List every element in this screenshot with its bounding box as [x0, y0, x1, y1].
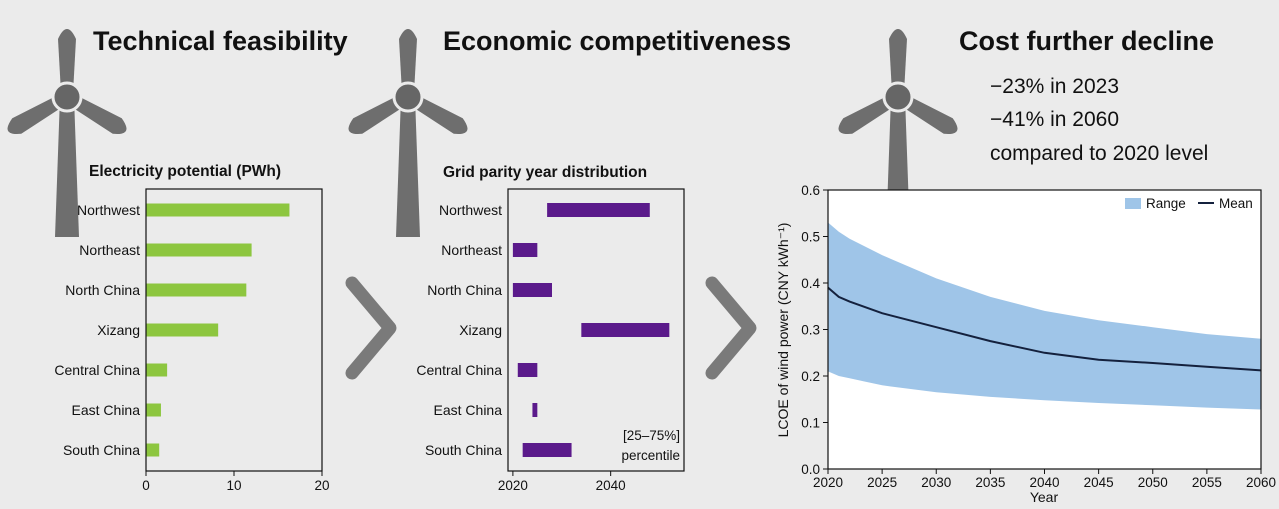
chart-title: Grid parity year distribution [443, 164, 647, 181]
y-tick-label: 0.0 [801, 462, 820, 477]
category-label: Northeast [441, 242, 502, 258]
category-label: Central China [54, 362, 140, 378]
category-label: Northwest [439, 202, 502, 218]
x-tick-label: 2040 [1029, 475, 1059, 490]
cost-heading: Cost further decline [959, 26, 1214, 56]
range-bar-south-china [522, 443, 572, 457]
range-bar-northwest [547, 203, 650, 217]
y-tick-label: 0.3 [801, 323, 820, 338]
bar-north-china [146, 283, 247, 297]
x-tick-label: 20 [314, 478, 329, 493]
x-tick-label: 2020 [813, 475, 843, 490]
plot-frame [507, 188, 685, 472]
category-label: Northwest [77, 202, 140, 218]
x-tick-label: 2020 [498, 478, 528, 493]
cost-note-baseline: compared to 2020 level [990, 142, 1208, 165]
range-bar-northeast [512, 243, 538, 257]
x-tick-label: 0 [142, 478, 150, 493]
category-label: Xizang [97, 322, 140, 338]
x-tick-label: 2060 [1246, 475, 1276, 490]
economic-heading: Economic competitiveness [443, 26, 791, 56]
category-label: East China [434, 402, 503, 418]
bar-east-china [146, 403, 161, 417]
plot-frame [145, 188, 323, 472]
x-tick-label: 2035 [975, 475, 1005, 490]
legend-swatch-range [1125, 198, 1141, 209]
category-label: Xizang [459, 322, 502, 338]
bar-central-china [146, 363, 168, 377]
range-bar-east-china [532, 403, 538, 417]
bar-northwest [146, 203, 290, 217]
plot-frame [827, 189, 1262, 470]
y-tick-label: 0.4 [801, 276, 820, 291]
category-label: East China [72, 402, 141, 418]
bar-south-china [146, 443, 160, 457]
x-tick-label: 2045 [1084, 475, 1114, 490]
range-bar-central-china [517, 363, 538, 377]
bar-xizang [146, 323, 219, 337]
x-tick-label: 2055 [1192, 475, 1222, 490]
legend-label-mean: Mean [1219, 196, 1253, 211]
chevron-right-icon [345, 276, 397, 380]
range-bar-north-china [512, 283, 552, 297]
technical-heading: Technical feasibility [93, 26, 348, 56]
percentile-note: percentile [621, 448, 680, 463]
grid-parity-chart: Grid parity year distribution Northwest N… [416, 164, 685, 493]
y-tick-label: 0.1 [801, 416, 820, 431]
x-tick-label: 2050 [1138, 475, 1168, 490]
electricity-potential-chart: Electricity potential (PWh) Northwest Nor… [54, 163, 329, 493]
y-tick-label: 0.6 [801, 183, 820, 198]
category-label: Central China [416, 362, 502, 378]
x-tick-label: 2040 [596, 478, 626, 493]
lcoe-chart: 2020 2025 2030 2035 2040 2045 2050 2055 2060 0.0… [775, 183, 1276, 505]
cost-note-2023: −23% in 2023 [990, 75, 1119, 98]
x-tick-label: 2025 [867, 475, 897, 490]
category-label: North China [427, 282, 502, 298]
chart-title: Electricity potential (PWh) [89, 163, 281, 180]
range-bar-xizang [581, 323, 670, 337]
mean-line [827, 286, 1262, 372]
category-label: South China [63, 442, 140, 458]
category-label: South China [425, 442, 502, 458]
x-tick-label: 2030 [921, 475, 951, 490]
x-axis-label: Year [1030, 489, 1059, 505]
y-tick-label: 0.5 [801, 230, 820, 245]
legend-label-range: Range [1146, 196, 1186, 211]
x-tick-label: 10 [226, 478, 241, 493]
y-axis-label: LCOE of wind power (CNY kWh⁻¹) [775, 223, 791, 438]
chevron-right-icon [705, 276, 757, 380]
y-tick-label: 0.2 [801, 369, 820, 384]
bar-northeast [146, 243, 252, 257]
category-label: Northeast [79, 242, 140, 258]
percentile-note: [25–75%] [623, 428, 680, 443]
category-label: North China [65, 282, 140, 298]
cost-note-2060: −41% in 2060 [990, 108, 1119, 131]
legend: Range Mean [1125, 196, 1253, 211]
